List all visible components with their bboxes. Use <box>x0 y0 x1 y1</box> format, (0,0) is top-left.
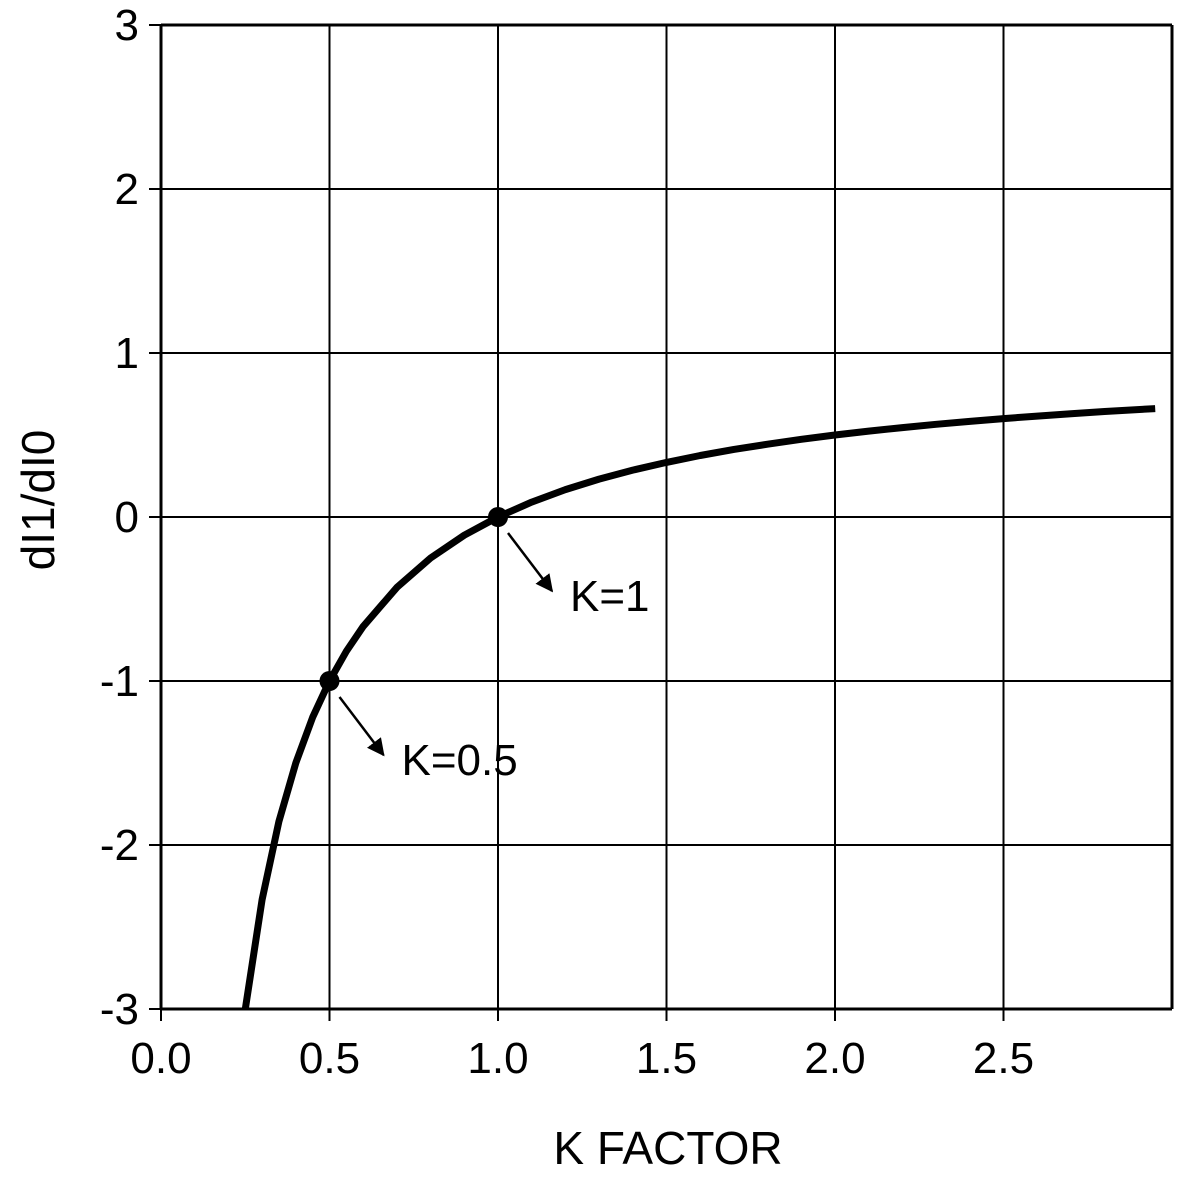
annotation-arrow <box>338 696 385 757</box>
y-tick-label: 0 <box>115 493 139 542</box>
y-tick-label: -2 <box>100 821 139 870</box>
x-tick-label: 0.5 <box>299 1034 360 1083</box>
annotation-point <box>488 507 508 527</box>
annotation-point <box>319 671 340 691</box>
y-axis-title: dI1/dI0 <box>12 430 64 571</box>
y-tick-label: -1 <box>100 657 139 706</box>
y-tick-labels: 3 2 1 0 -1 -2 -3 <box>100 1 139 1034</box>
annotation-label: K=1 <box>570 572 650 621</box>
x-axis-title: K FACTOR <box>553 1122 782 1174</box>
x-tick-label: 0.0 <box>130 1034 191 1083</box>
annotation-arrow <box>507 532 554 593</box>
y-tick-label: 2 <box>115 165 139 214</box>
x-tick-label: 2.0 <box>804 1034 865 1083</box>
y-tick-label: -3 <box>100 985 139 1034</box>
x-tick-label: 1.0 <box>467 1034 528 1083</box>
y-tick-label: 3 <box>115 1 139 50</box>
y-tick-label: 1 <box>115 329 139 378</box>
x-tick-label: 2.5 <box>973 1034 1034 1083</box>
annotations-group: K=1 K=0.5 <box>319 507 650 785</box>
x-tick-labels: 0.0 0.5 1.0 1.5 2.0 2.5 <box>130 1034 1034 1083</box>
x-tick-label: 1.5 <box>636 1034 697 1083</box>
annotation-label: K=0.5 <box>402 736 518 785</box>
